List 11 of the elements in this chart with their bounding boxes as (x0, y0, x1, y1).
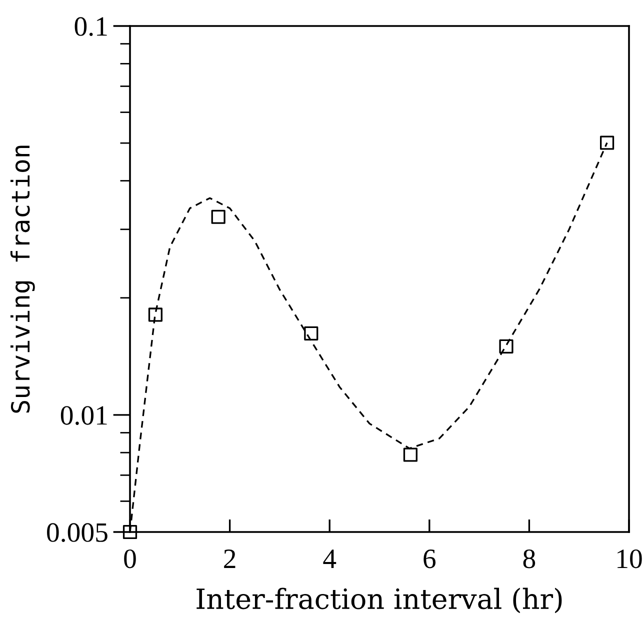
x-tick-label: 6 (424, 550, 436, 568)
x-tick-label: 10 (618, 549, 642, 568)
y-tick-label: 0.005 (47, 523, 108, 542)
x-tick-label: 4 (323, 550, 336, 568)
x-axis-title: Inter-fraction interval (hr) (196, 588, 562, 614)
y-tick-label: 0.1 (74, 17, 107, 36)
x-tick-label: 0 (124, 549, 136, 568)
y-tick-label: 0.01 (60, 406, 107, 425)
x-tick-label: 8 (523, 549, 536, 568)
y-axis-title: Surviving fraction (10, 146, 35, 413)
x-tick-label: 2 (224, 550, 236, 568)
